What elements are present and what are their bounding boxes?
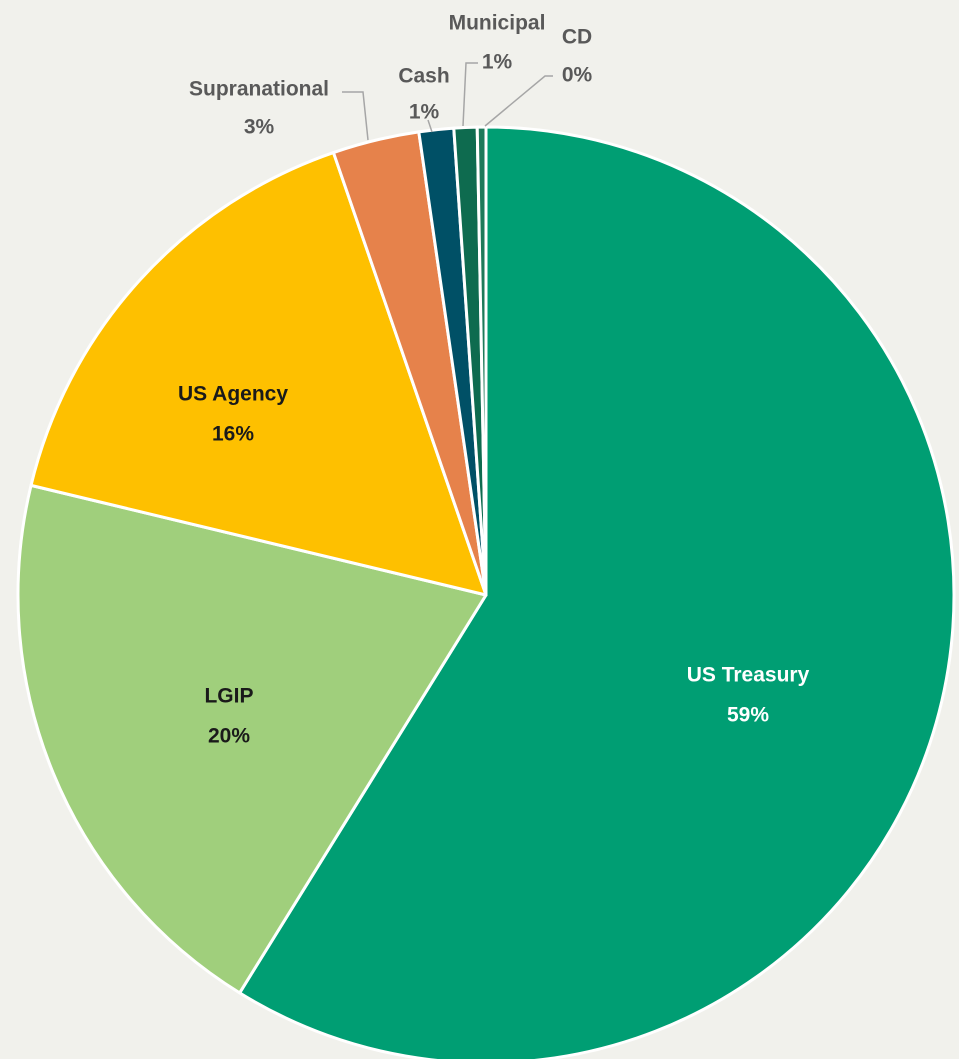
slice-category-label-cd: CD: [562, 26, 592, 49]
pie-slice-us-agency: [29, 151, 488, 597]
slice-value-label-municipal: 1%: [482, 51, 513, 74]
pie-slices: [16, 125, 956, 1059]
leader-line-cash: [427, 119, 433, 133]
pie-slice-cd: [475, 125, 488, 597]
slice-value-label-cash: 1%: [409, 101, 440, 124]
slice-value-label-cd: 0%: [562, 64, 593, 87]
pie-slice-lgip: [16, 483, 488, 995]
leader-line-municipal: [462, 62, 478, 127]
slice-value-label-lgip: 20%: [208, 725, 250, 748]
slice-category-label-municipal: Municipal: [449, 12, 546, 35]
slice-value-label-us-agency: 16%: [212, 423, 254, 446]
slice-category-label-supranational: Supranational: [189, 78, 329, 101]
slice-category-label-lgip: LGIP: [204, 685, 253, 708]
slice-category-label-us-agency: US Agency: [178, 383, 288, 406]
slice-value-label-supranational: 3%: [244, 116, 275, 139]
leader-line-supranational: [342, 91, 369, 141]
slice-value-label-us-treasury: 59%: [727, 704, 769, 727]
leader-line-cd: [484, 75, 553, 127]
pie-slice-us-treasury: [238, 125, 956, 1059]
slice-category-label-us-treasury: US Treasury: [687, 664, 810, 687]
slice-category-label-cash: Cash: [398, 65, 449, 88]
pie-labels: US Treasury 59% LGIP 20% US Agency 16% Suprana…: [178, 12, 810, 748]
